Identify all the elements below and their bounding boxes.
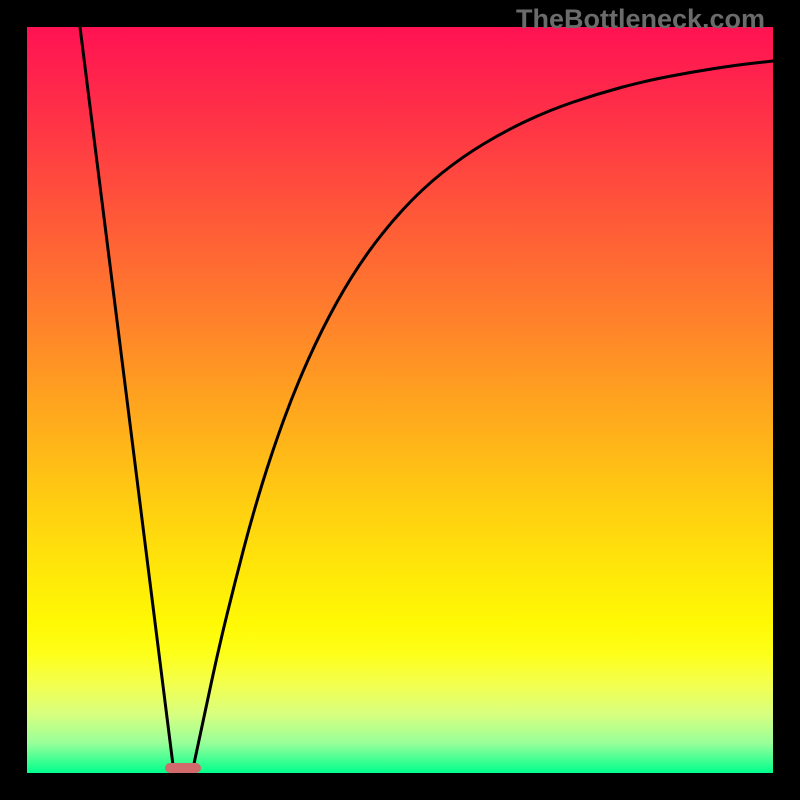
frame-bottom (0, 773, 800, 800)
bottleneck-chart: TheBottleneck.com (0, 0, 800, 800)
frame-left (0, 0, 27, 800)
watermark-text: TheBottleneck.com (516, 4, 765, 35)
frame-right (773, 0, 800, 800)
plot-area (27, 27, 773, 773)
bottleneck-marker (165, 763, 201, 773)
curves-layer (27, 27, 773, 773)
left-curve-line (80, 27, 174, 773)
right-curve-path (192, 61, 773, 773)
